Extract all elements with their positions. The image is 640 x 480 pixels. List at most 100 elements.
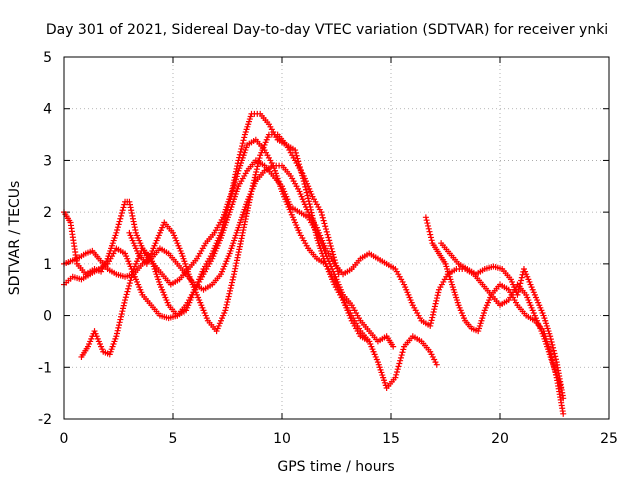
data-point-interpolated: [233, 173, 240, 180]
data-point-interpolated: [433, 295, 440, 302]
data-point-interpolated: [126, 282, 133, 289]
data-point-interpolated: [254, 163, 261, 170]
data-point-interpolated: [396, 360, 403, 367]
data-point-interpolated: [229, 187, 236, 194]
data-point-interpolated: [431, 303, 438, 310]
data-point-interpolated: [548, 339, 555, 346]
x-tick-label: 10: [273, 431, 291, 447]
x-tick-labels: 0 5 10 15 20 25: [60, 431, 618, 447]
series-7: [438, 240, 567, 402]
y-tick-labels: -2 -1 0 1 2 3 4 5: [38, 50, 52, 428]
tick-marks: [63, 56, 610, 420]
data-point-interpolated: [397, 357, 404, 364]
data-point-interpolated: [239, 143, 246, 150]
data-point-interpolated: [427, 231, 434, 238]
data-point-interpolated: [552, 356, 559, 363]
data-point-interpolated: [547, 336, 554, 343]
data-point-interpolated: [434, 292, 441, 299]
data-point-interpolated: [400, 346, 407, 353]
x-tick-label: 20: [491, 431, 509, 447]
data-point-interpolated: [237, 148, 244, 155]
data-point-interpolated: [118, 210, 125, 217]
data-point-interpolated: [125, 285, 132, 292]
data-point-interpolated: [225, 293, 232, 300]
data-point-interpolated: [230, 184, 237, 191]
y-tick-label: 4: [43, 102, 52, 118]
data-point-interpolated: [221, 215, 228, 222]
data-point-interpolated: [326, 237, 333, 244]
data-point-interpolated: [222, 304, 229, 311]
data-point-interpolated: [304, 192, 311, 199]
data-point: [560, 410, 567, 417]
data-point: [113, 333, 120, 340]
data-point-interpolated: [255, 157, 262, 164]
data-point-interpolated: [332, 259, 339, 266]
data-point-interpolated: [424, 220, 431, 227]
data-point-interpolated: [115, 324, 122, 331]
data-point-interpolated: [319, 214, 326, 221]
data-point-interpolated: [429, 314, 436, 321]
data-point-interpolated: [425, 222, 432, 229]
data-point-interpolated: [305, 195, 312, 202]
y-tick-label: 2: [43, 205, 52, 221]
data-point-interpolated: [302, 186, 309, 193]
data-point-interpolated: [113, 330, 120, 337]
data-point-interpolated: [320, 217, 327, 224]
data-point-interpolated: [234, 170, 241, 177]
data-point-interpolated: [428, 237, 435, 244]
data-point: [390, 343, 397, 350]
data-point-interpolated: [327, 242, 334, 249]
data-point: [226, 198, 233, 205]
data-point: [366, 338, 373, 345]
data-point-interpolated: [250, 180, 257, 187]
data-point-interpolated: [126, 280, 133, 287]
data-point-interpolated: [395, 363, 402, 370]
data-point-interpolated: [220, 221, 227, 228]
data-point-interpolated: [120, 204, 127, 211]
data-point-interpolated: [119, 308, 126, 315]
data-point-interpolated: [426, 228, 433, 235]
data-point: [292, 147, 299, 154]
data-point-interpolated: [547, 351, 554, 358]
data-point-interpolated: [393, 368, 400, 375]
data-point-interpolated: [218, 227, 225, 234]
data-point-interpolated: [518, 274, 525, 281]
y-tick-label: -1: [38, 360, 52, 376]
data-point-interpolated: [221, 218, 228, 225]
y-tick-label: -2: [38, 412, 52, 428]
data-point-interpolated: [118, 310, 125, 317]
data-point-interpolated: [223, 301, 230, 308]
data-point-interpolated: [550, 363, 557, 370]
data-point-interpolated: [121, 299, 128, 306]
data-point-interpolated: [430, 308, 437, 315]
data-point-interpolated: [423, 217, 430, 224]
data-point-interpolated: [255, 160, 262, 167]
data-point-interpolated: [122, 294, 129, 301]
x-tick-label: 0: [60, 431, 69, 447]
data-point-interpolated: [114, 227, 121, 234]
data-point: [433, 361, 440, 368]
x-tick-label: 25: [600, 431, 618, 447]
data-point-interpolated: [428, 317, 435, 324]
data-point-interpolated: [321, 220, 328, 227]
data-point-interpolated: [116, 322, 123, 329]
data-point-interpolated: [550, 344, 557, 351]
data-point-interpolated: [305, 198, 312, 205]
data-point-interpolated: [124, 288, 131, 295]
data-point-interpolated: [229, 279, 236, 286]
data-point-interpolated: [249, 185, 256, 192]
data-point: [248, 188, 255, 195]
data-point-interpolated: [398, 352, 405, 359]
data-point-interpolated: [118, 313, 125, 320]
data-point-interpolated: [222, 212, 229, 219]
data-point-interpolated: [517, 280, 524, 287]
data-point-interpolated: [120, 305, 127, 312]
data-point-interpolated: [551, 366, 558, 373]
data-point-interpolated: [232, 179, 239, 186]
data-point: [422, 214, 429, 221]
data-point: [318, 209, 325, 216]
data-point: [326, 240, 333, 247]
data-point-interpolated: [325, 234, 332, 241]
data-point-interpolated: [251, 177, 258, 184]
